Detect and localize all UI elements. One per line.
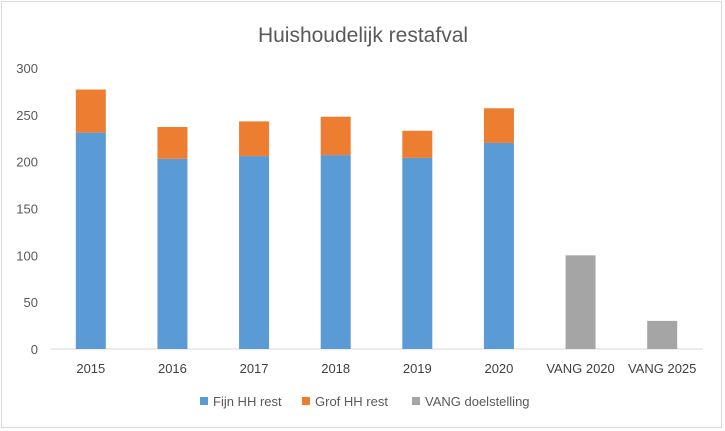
bar-fijn [483,142,514,349]
x-tick-label: 2019 [403,361,432,376]
y-tick-label: 100 [16,248,38,263]
legend-swatch [412,397,420,405]
bar-grof [157,127,188,159]
x-axis: 2015 2016 2017 2018 2019 2020 VANG 2020 VANG 20… [50,348,703,376]
y-tick-label: 50 [24,295,38,310]
legend-label: Fijn HH rest [213,394,282,409]
legend-label: VANG doelstelling [425,394,530,409]
y-tick-label: 250 [16,108,38,123]
bar-fijn [157,158,188,349]
bars [75,89,678,349]
bar-fijn [239,156,270,349]
x-tick-label: 2015 [76,361,105,376]
x-tick-label: VANG 2020 [546,361,614,376]
bar-fijn [320,155,351,349]
legend-label: Grof HH rest [315,394,388,409]
bar-fijn [402,157,433,349]
x-tick-label: 2020 [484,361,513,376]
y-tick-label: 300 [16,61,38,76]
legend-swatch [200,397,208,405]
bar-fijn [75,132,106,349]
x-tick-label: 2018 [321,361,350,376]
x-tick-label: 2016 [158,361,187,376]
bar-grof [75,89,106,133]
bar-vang [565,255,596,349]
bar-grof [483,108,514,143]
bar-grof [320,116,351,156]
chart-title: Huishoudelijk restafval [258,24,468,47]
y-tick-label: 150 [16,202,38,217]
bar-vang [647,320,678,349]
y-tick-label: 0 [31,342,38,357]
legend-swatch [302,397,310,405]
y-tick-label: 200 [16,155,38,170]
bar-grof [239,121,270,157]
bar-grof [402,130,433,158]
x-tick-label: 2017 [240,361,269,376]
legend: Fijn HH rest Grof HH rest VANG doelstellin… [200,394,530,409]
x-tick-label: VANG 2025 [628,361,696,376]
y-axis: 0 50 100 150 200 250 300 [16,61,38,357]
